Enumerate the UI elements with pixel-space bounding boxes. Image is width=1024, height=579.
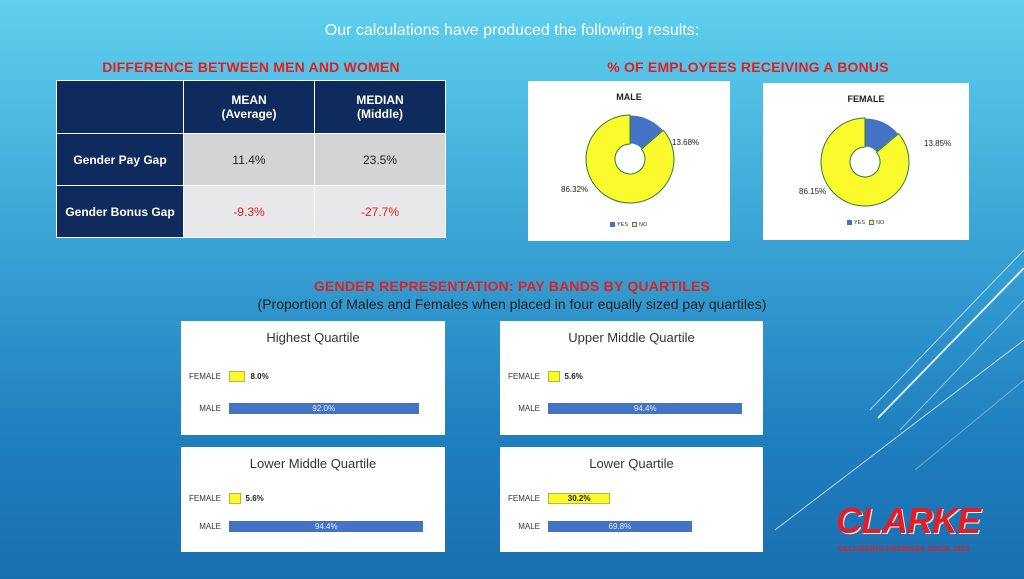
category-label-male: MALE bbox=[199, 522, 221, 531]
legend-item-no: NO bbox=[869, 220, 884, 226]
bonus-gap-mean: -9.3% bbox=[183, 185, 315, 238]
table-corner bbox=[56, 80, 184, 134]
table-row: Gender Bonus Gap -9.3% -27.7% bbox=[56, 185, 446, 238]
mean-header-line1: MEAN bbox=[231, 93, 267, 107]
female-bonus-chart: FEMALE 13.85% 86.15% YES NO bbox=[763, 83, 969, 240]
clarke-logo: CLARKE DELIVERING PROMISES SINCE 1935 bbox=[836, 500, 1011, 570]
category-label-female: FEMALE bbox=[188, 494, 221, 503]
data-label-male: 92.0% bbox=[312, 404, 336, 413]
mean-header-line2: (Average) bbox=[221, 107, 277, 121]
data-label-female: 30.2% bbox=[567, 494, 591, 503]
lower-middle-quartile-chart: Lower Middle Quartile FEMALE 5.6% MALE 94.4% bbox=[181, 447, 445, 552]
median-header: MEDIAN (Middle) bbox=[314, 80, 446, 134]
chart-title: Lower Middle Quartile bbox=[249, 456, 377, 471]
bar-female bbox=[548, 493, 611, 504]
bar-male bbox=[229, 403, 419, 414]
donut-slice-no bbox=[585, 114, 675, 204]
pay-gap-table: MEAN (Average) MEDIAN (Middle) Gender Pa… bbox=[56, 80, 446, 238]
category-label-female: FEMALE bbox=[507, 494, 540, 503]
category-label-female: FEMALE bbox=[507, 372, 540, 381]
quartiles-subtitle: (Proportion of Males and Females when pl… bbox=[257, 296, 767, 312]
upper-middle-quartile-chart: Upper Middle Quartile FEMALE 5.6% MALE 94.4% bbox=[500, 321, 763, 435]
intro-text: Our calculations have produced the follo… bbox=[324, 22, 700, 39]
female-donut bbox=[820, 117, 910, 207]
legend-item-yes: YES bbox=[610, 222, 628, 228]
lower-quartile-chart: Lower Quartile FEMALE 30.2% MALE 69.8% bbox=[500, 447, 763, 552]
category-label-male: MALE bbox=[518, 522, 540, 531]
pay-gap-mean: 11.4% bbox=[183, 133, 315, 186]
data-label-female: 8.0% bbox=[250, 372, 269, 381]
highest-quartile-chart: Highest Quartile FEMALE 8.0% MALE 92.0% bbox=[181, 321, 445, 435]
category-label-male: MALE bbox=[199, 404, 221, 413]
bar-male bbox=[229, 521, 424, 532]
male-bonus-chart: MALE 13.68% 86.32% YES NO bbox=[528, 81, 730, 241]
bonus-title: % OF EMPLOYEES RECEIVING A BONUS bbox=[607, 59, 889, 75]
mean-header: MEAN (Average) bbox=[183, 80, 315, 134]
logo-tagline: DELIVERING PROMISES SINCE 1935 bbox=[838, 546, 970, 553]
bonus-gap-median: -27.7% bbox=[314, 185, 446, 238]
bar-female bbox=[229, 493, 241, 504]
pay-gap-median: 23.5% bbox=[314, 133, 446, 186]
data-label-male: 69.8% bbox=[608, 522, 632, 531]
bar-female bbox=[548, 371, 560, 382]
pay-gap-title: DIFFERENCE BETWEEN MEN AND WOMEN bbox=[102, 59, 400, 75]
male-yes-label: 13.68% bbox=[672, 138, 700, 147]
chart-title: Lower Quartile bbox=[589, 456, 674, 471]
bar-male bbox=[548, 403, 743, 414]
category-label-female: FEMALE bbox=[188, 372, 221, 381]
male-no-label: 86.32% bbox=[561, 185, 589, 194]
legend-item-yes: YES bbox=[847, 220, 865, 226]
female-yes-label: 13.85% bbox=[924, 139, 952, 148]
row-label-bonus-gap: Gender Bonus Gap bbox=[56, 185, 184, 238]
chart-title: Upper Middle Quartile bbox=[568, 330, 695, 345]
bar-male bbox=[548, 521, 692, 532]
median-header-line2: (Middle) bbox=[357, 107, 403, 121]
data-label-female: 5.6% bbox=[564, 372, 583, 381]
chart-title: FEMALE bbox=[847, 94, 885, 104]
legend-item-no: NO bbox=[632, 222, 647, 228]
row-label-pay-gap: Gender Pay Gap bbox=[56, 133, 184, 186]
female-no-label: 86.15% bbox=[799, 187, 827, 196]
male-legend: YES NO bbox=[610, 222, 647, 228]
chart-title: MALE bbox=[616, 92, 642, 102]
data-label-male: 94.4% bbox=[633, 404, 657, 413]
category-label-male: MALE bbox=[518, 404, 540, 413]
chart-title: Highest Quartile bbox=[266, 330, 360, 345]
quartiles-title: GENDER REPRESENTATION: PAY BANDS BY QUAR… bbox=[313, 278, 711, 294]
female-legend: YES NO bbox=[847, 220, 884, 226]
data-label-female: 5.6% bbox=[245, 494, 264, 503]
data-label-male: 94.4% bbox=[314, 522, 338, 531]
table-row: Gender Pay Gap 11.4% 23.5% bbox=[56, 133, 446, 186]
male-donut bbox=[585, 114, 675, 204]
donut-slice-no bbox=[820, 117, 910, 207]
logo-wordmark: CLARKE bbox=[836, 500, 981, 541]
median-header-line1: MEDIAN bbox=[356, 93, 404, 107]
bar-female bbox=[229, 371, 246, 382]
